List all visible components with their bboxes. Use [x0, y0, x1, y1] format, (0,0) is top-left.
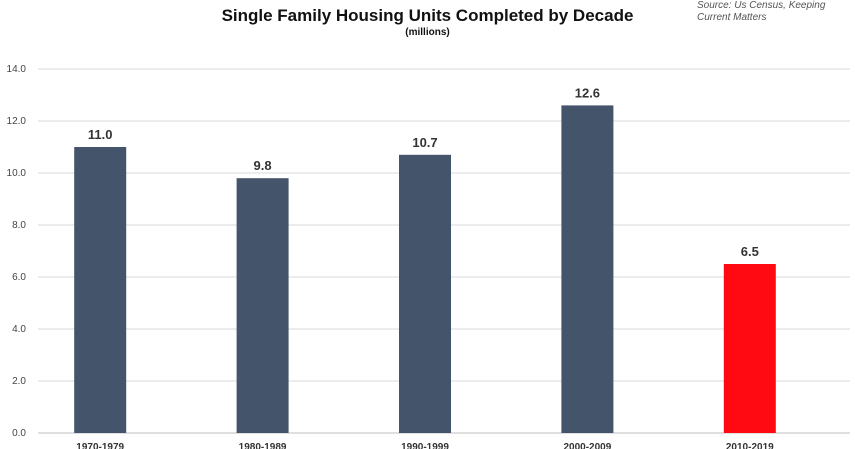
y-tick-label: 6.0 — [12, 272, 26, 283]
y-tick-label: 12.0 — [7, 116, 27, 127]
bar — [561, 105, 614, 434]
bar — [723, 264, 776, 433]
bar — [74, 147, 127, 433]
bars — [74, 105, 776, 434]
bar — [236, 178, 289, 433]
y-tick-label: 10.0 — [7, 168, 27, 179]
data-label: 6.5 — [741, 244, 759, 259]
data-labels: 11.0 9.8 10.7 12.6 6.5 — [88, 85, 759, 259]
bar — [399, 154, 451, 434]
chart-title: Single Family Housing Units Completed by… — [221, 6, 634, 25]
chart-subtitle: (millions) — [405, 27, 450, 38]
y-tick-label: 4.0 — [12, 324, 26, 335]
x-axis-categories: 1970-1979 1980-1989 1990-1999 2000-2009 2010… — [76, 442, 774, 449]
x-tick-label: 2010-2019 — [726, 442, 774, 449]
y-tick-label: 8.0 — [12, 220, 26, 231]
x-tick-label: 1970-1979 — [76, 442, 124, 449]
y-tick-label: 14.0 — [7, 64, 27, 75]
y-tick-label: 2.0 — [12, 376, 26, 387]
x-tick-label: 1990-1999 — [401, 442, 449, 449]
source-note: Source: Us Census, Keeping Current Matte… — [697, 0, 826, 23]
x-tick-label: 2000-2009 — [563, 442, 611, 449]
data-label: 9.8 — [254, 158, 272, 173]
y-tick-label: 0.0 — [12, 428, 26, 439]
data-label: 10.7 — [412, 135, 437, 150]
x-tick-label: 1980-1989 — [239, 442, 287, 449]
y-axis-ticks: 0.0 2.0 4.0 6.0 8.0 10.0 12.0 14.0 — [7, 64, 27, 439]
data-label: 12.6 — [575, 85, 600, 100]
data-label: 11.0 — [88, 127, 113, 142]
